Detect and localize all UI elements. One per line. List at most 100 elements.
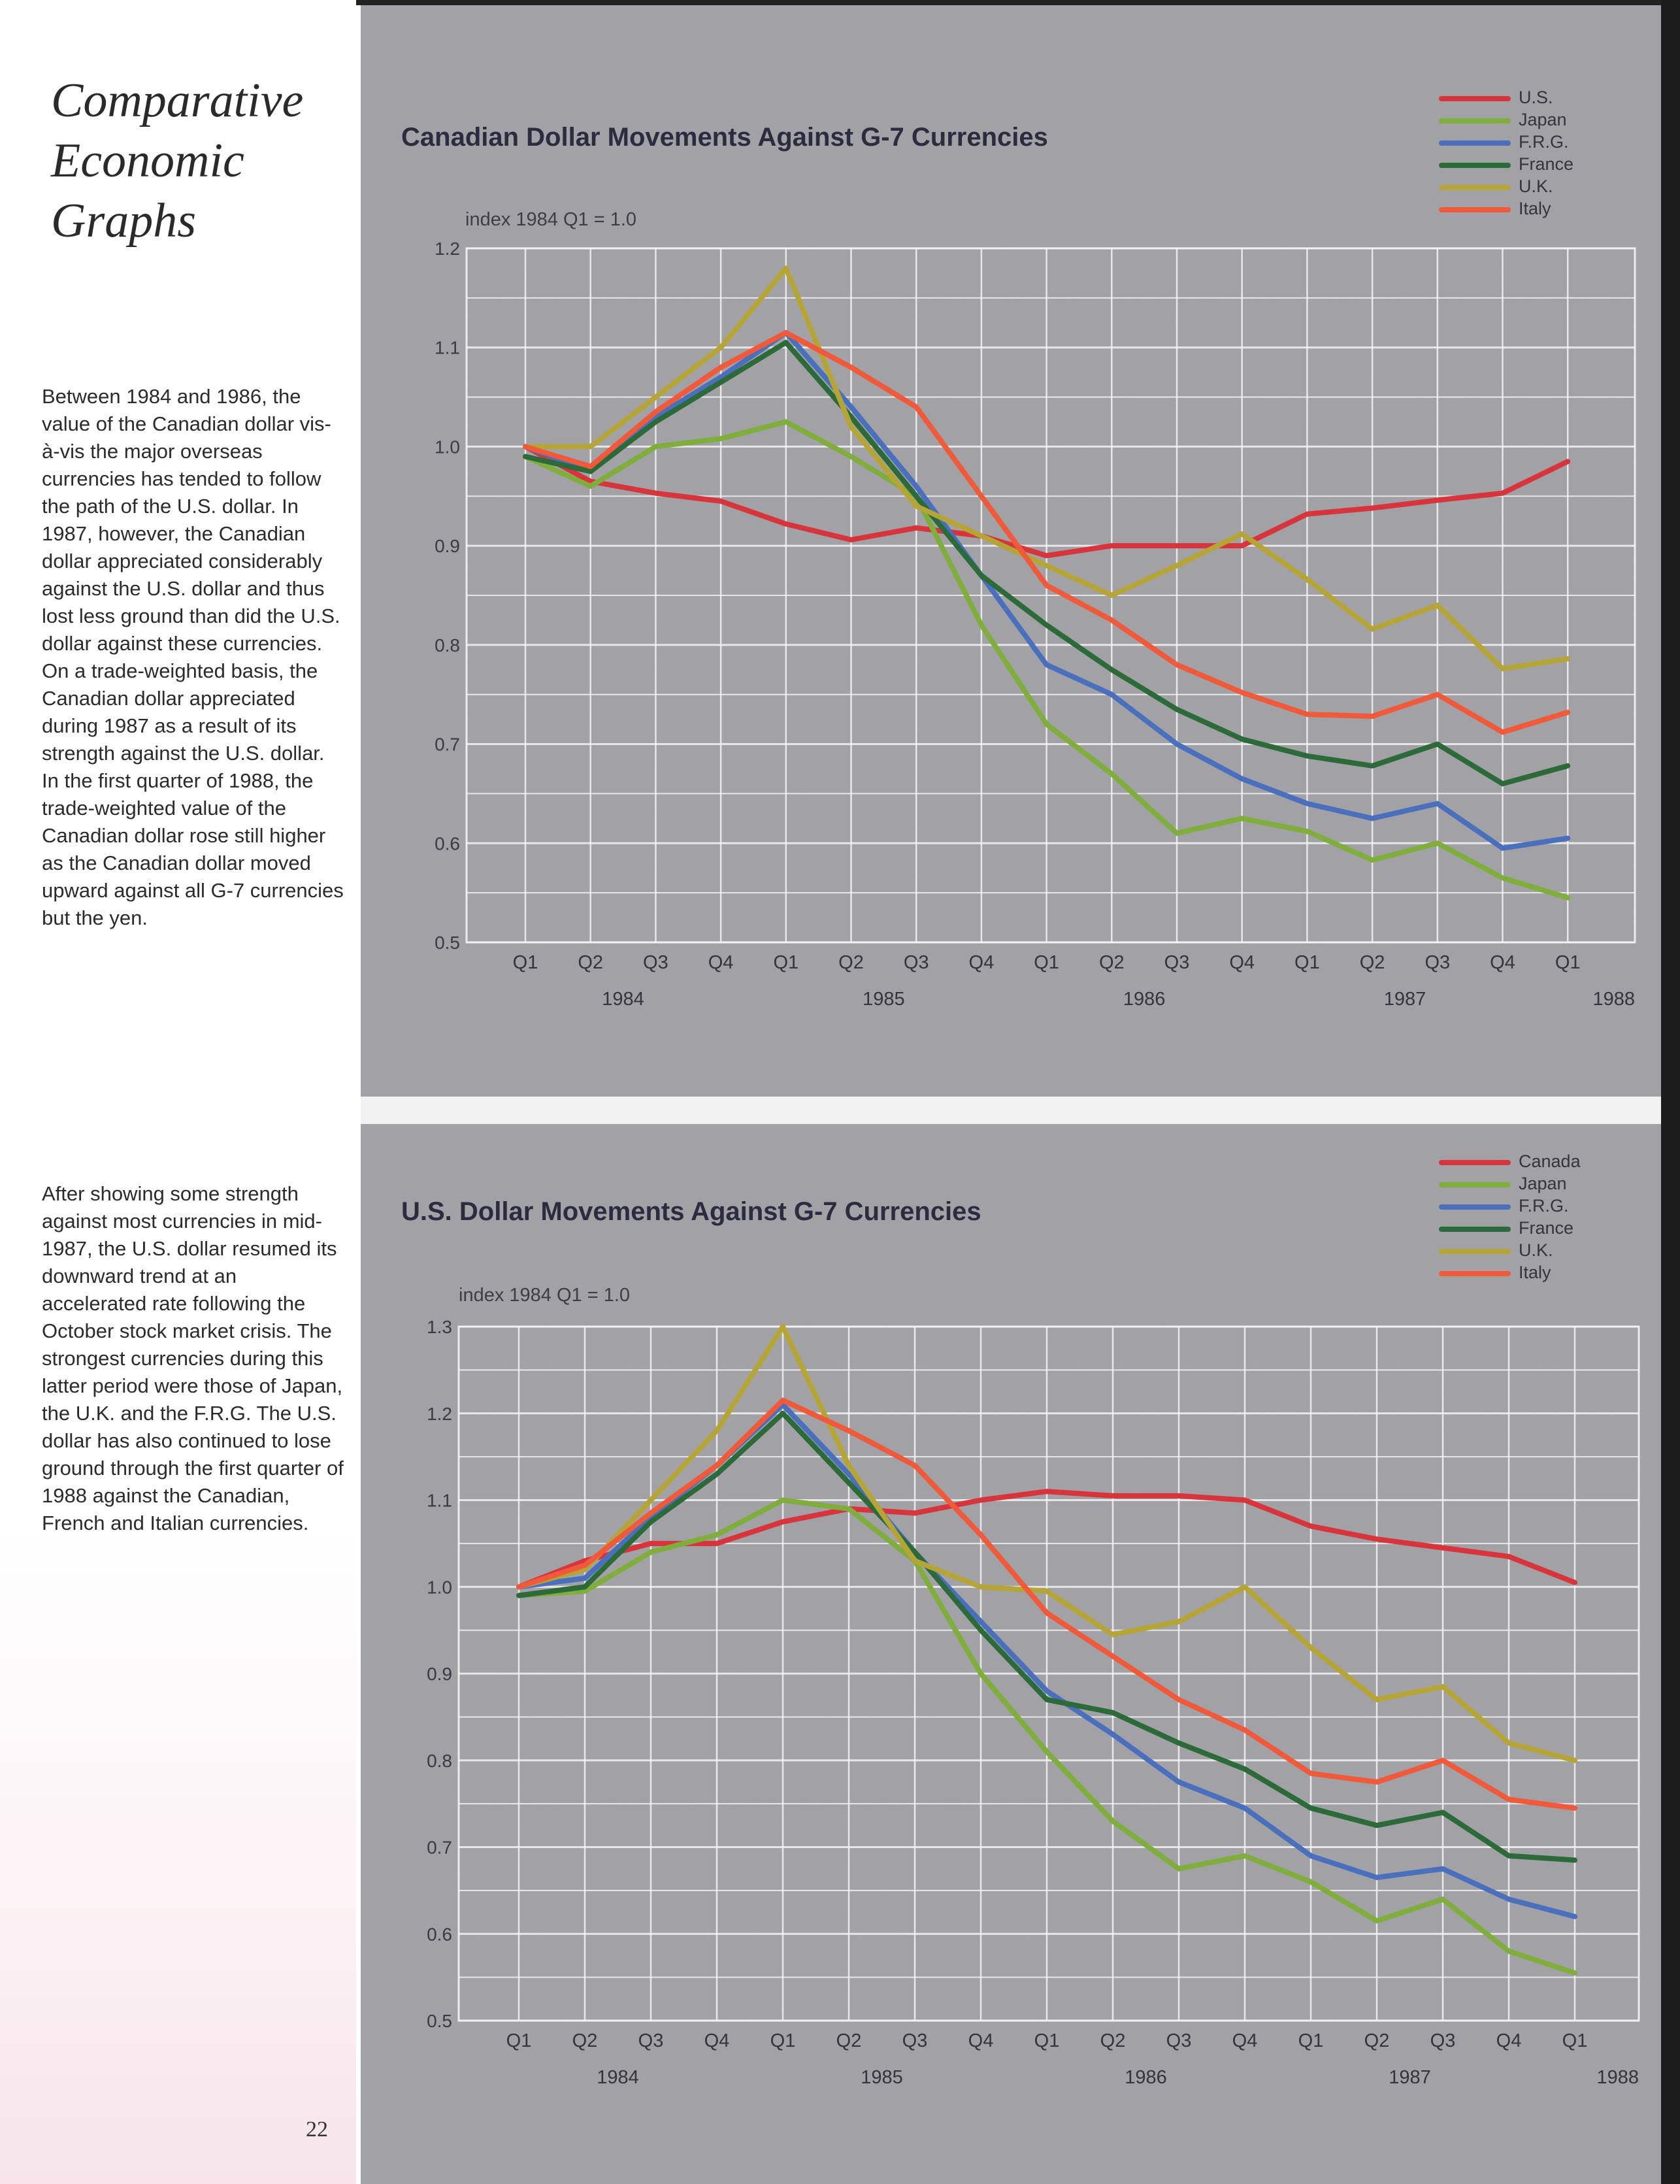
legend-label: Italy xyxy=(1519,199,1551,218)
legend-item-us: U.S. xyxy=(1439,86,1648,108)
year-label: 1986 xyxy=(1125,2067,1167,2088)
y-tick-label: 1.1 xyxy=(427,1491,452,1511)
y-tick-label: 1.3 xyxy=(427,1317,452,1337)
x-tick-label: Q1 xyxy=(513,952,538,973)
x-tick-label: Q1 xyxy=(1034,2030,1060,2051)
y-tick-label: 0.7 xyxy=(435,735,460,755)
y-tick-label: 0.8 xyxy=(435,635,460,655)
chart-panel-us-dollar: 0.5 0.6 0.7 0.8 0.9 1.0 1.1 1.2 1.3 Q1 Q2 Q3 Q4 Q1 Q2 Q… xyxy=(361,1124,1661,2184)
legend-label: Italy xyxy=(1519,1263,1551,1282)
x-tick-label: Q1 xyxy=(1562,2030,1588,2051)
legend-label: France xyxy=(1519,1218,1574,1238)
top-edge-shadow xyxy=(356,0,1680,5)
legend-item-japan: Japan xyxy=(1439,108,1648,131)
x-tick-label: Q1 xyxy=(1555,952,1581,973)
y-tick-label: 1.1 xyxy=(435,338,460,358)
text-column xyxy=(0,0,356,2184)
series-line-italy xyxy=(523,330,1571,735)
x-tick-label: Q2 xyxy=(572,2030,598,2051)
legend-swatch xyxy=(1439,1204,1511,1210)
chart-legend: Canada Japan F.R.G. France U.K. Italy xyxy=(1439,1150,1648,1283)
chart-title: Canadian Dollar Movements Against G-7 Cu… xyxy=(401,123,1048,152)
series-line-frg xyxy=(523,330,1571,851)
x-tick-label: Q2 xyxy=(836,2030,862,2051)
legend-item-canada: Canada xyxy=(1439,1150,1648,1172)
legend-item-italy: Italy xyxy=(1439,1261,1648,1283)
x-tick-label: Q2 xyxy=(1364,2030,1390,2051)
chart-canvas: 0.5 0.6 0.7 0.8 0.9 1.0 1.1 1.2 1.3 Q1 Q2 Q3 Q4 Q1 Q2 Q… xyxy=(361,1124,1661,2184)
year-label: 1985 xyxy=(863,989,905,1010)
series-line-france xyxy=(523,340,1571,787)
paragraph-canadian-dollar: Between 1984 and 1986, the value of the … xyxy=(42,385,344,929)
y-tick-label: 0.5 xyxy=(427,2011,452,2031)
x-tick-label: Q4 xyxy=(1229,952,1255,973)
y-tick-label: 0.8 xyxy=(427,1751,452,1771)
x-tick-label: Q3 xyxy=(904,952,929,973)
page-title: Comparative Economic Graphs xyxy=(51,74,304,248)
x-tick-label: Q2 xyxy=(1100,2030,1126,2051)
grid xyxy=(465,247,1636,944)
legend-swatch xyxy=(1439,118,1511,124)
x-tick-label: Q4 xyxy=(1490,952,1515,973)
year-label: 1984 xyxy=(597,2067,639,2088)
x-tick-label: Q3 xyxy=(1430,2030,1456,2051)
series-line-us xyxy=(523,444,1571,559)
x-tick-label: Q2 xyxy=(1360,952,1385,973)
x-tick-label: Q3 xyxy=(643,952,668,973)
legend-item-italy: Italy xyxy=(1439,197,1648,220)
chart-legend: U.S. Japan F.R.G. France U.K. Italy xyxy=(1439,86,1648,220)
year-label: 1988 xyxy=(1592,989,1635,1010)
x-tick-label: Q1 xyxy=(506,2030,532,2051)
legend-label: F.R.G. xyxy=(1519,132,1569,152)
legend-swatch xyxy=(1439,141,1511,146)
page-edge-shadow xyxy=(1661,0,1680,2184)
y-tick-label: 1.0 xyxy=(427,1577,452,1597)
x-tick-label: Q4 xyxy=(969,952,995,973)
x-tick-label: Q4 xyxy=(704,2030,730,2051)
x-tick-label: Q1 xyxy=(1294,952,1320,973)
series-line-uk xyxy=(516,1324,1577,1763)
year-label: 1984 xyxy=(602,989,644,1010)
y-tick-label: 0.7 xyxy=(427,1838,452,1858)
x-tick-label: Q2 xyxy=(578,952,603,973)
legend-label: U.S. xyxy=(1519,88,1553,107)
plot-frame xyxy=(457,1325,1640,2022)
year-label: 1986 xyxy=(1123,989,1166,1010)
series-line-italy xyxy=(516,1397,1577,1811)
year-label: 1985 xyxy=(861,2067,903,2088)
legend-item-france: France xyxy=(1439,153,1648,175)
series-line-canada xyxy=(516,1489,1577,1590)
year-label: 1987 xyxy=(1384,989,1426,1010)
panel-gap xyxy=(361,1097,1661,1124)
y-axis-label: index 1984 Q1 = 1.0 xyxy=(459,1285,631,1306)
x-tick-label: Q1 xyxy=(773,952,799,973)
chart-panel-canadian-dollar: 0.5 0.6 0.7 0.8 0.9 1.0 1.1 1.2 Q1 Q2 Q3 Q4 Q1 Q2 Q3 Q4… xyxy=(361,5,1661,1097)
legend-swatch xyxy=(1439,96,1511,101)
chart-title: U.S. Dollar Movements Against G-7 Curren… xyxy=(401,1197,981,1226)
y-tick-label: 1.0 xyxy=(435,437,460,457)
year-label: 1987 xyxy=(1389,2067,1431,2088)
x-tick-label: Q4 xyxy=(968,2030,994,2051)
legend-swatch xyxy=(1439,1249,1511,1254)
x-tick-label: Q3 xyxy=(1425,952,1450,973)
y-tick-label: 1.2 xyxy=(435,239,460,259)
year-label: 1988 xyxy=(1596,2067,1639,2088)
legend-item-japan: Japan xyxy=(1439,1172,1648,1195)
x-tick-label: Q1 xyxy=(1298,2030,1324,2051)
legend-item-frg: F.R.G. xyxy=(1439,131,1648,153)
y-tick-label: 0.6 xyxy=(435,833,460,853)
y-tick-label: 0.9 xyxy=(435,536,460,556)
legend-swatch xyxy=(1439,185,1511,190)
legend-item-uk: U.K. xyxy=(1439,175,1648,197)
legend-swatch xyxy=(1439,1227,1511,1232)
legend-swatch xyxy=(1439,1271,1511,1276)
legend-label: Japan xyxy=(1519,110,1567,129)
x-tick-label: Q2 xyxy=(1099,952,1125,973)
y-tick-label: 0.5 xyxy=(435,933,460,953)
x-tick-label: Q3 xyxy=(638,2030,664,2051)
legend-item-uk: U.K. xyxy=(1439,1239,1648,1261)
plot-frame xyxy=(465,247,1636,944)
x-tick-label: Q4 xyxy=(1232,2030,1258,2051)
legend-label: U.K. xyxy=(1519,1240,1553,1260)
legend-swatch xyxy=(1439,163,1511,168)
